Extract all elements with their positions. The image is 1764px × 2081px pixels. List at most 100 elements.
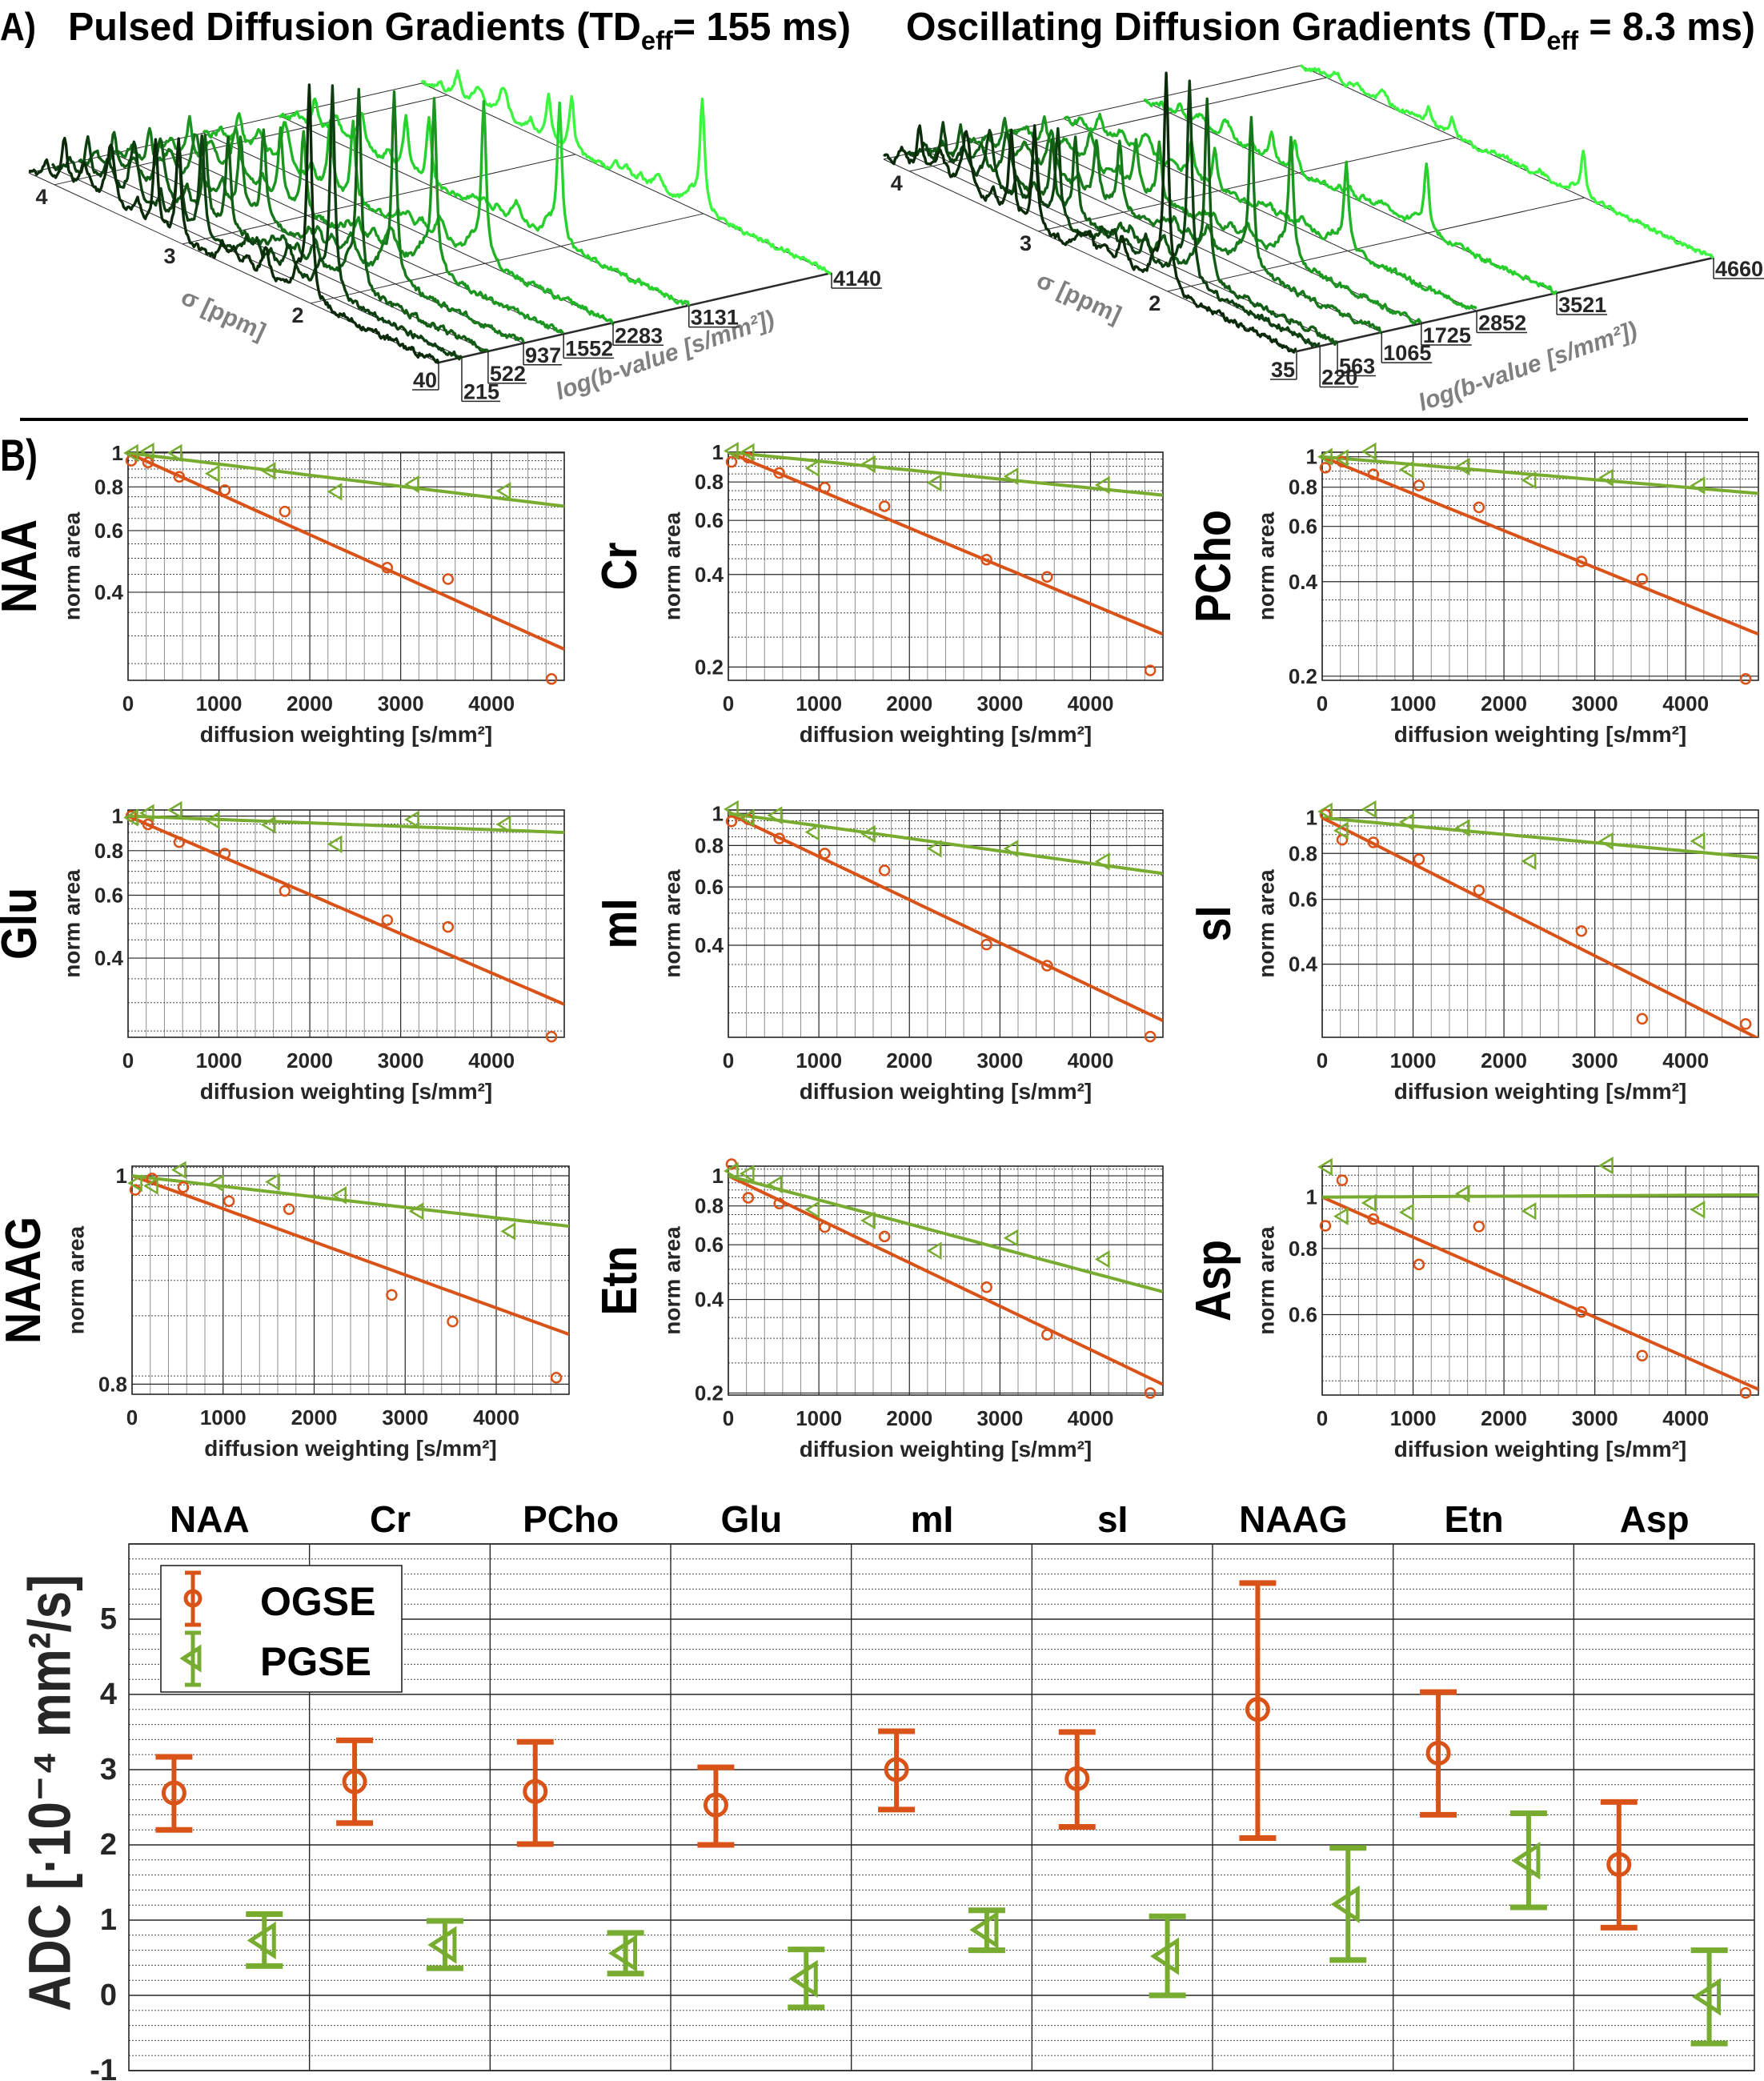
y-axis-label: norm area <box>1254 511 1279 620</box>
x-tick-label: 1000 <box>1390 692 1437 716</box>
x-tick-label: 4000 <box>1662 1049 1709 1073</box>
data-point-pgse <box>1598 468 1614 487</box>
y-tick-label: 1 <box>112 441 123 465</box>
x-tick-label: 1000 <box>200 1405 247 1429</box>
axes-border <box>127 809 565 1038</box>
x-tick-label-wrap: 2000 <box>886 1049 932 1073</box>
metabolite-label-wrap: Cr <box>591 542 647 590</box>
x-tick-label-wrap: 4000 <box>468 1049 515 1073</box>
data-point-pgse <box>260 816 276 834</box>
category-label-wrap: Asp <box>1620 1498 1690 1540</box>
decay-plot-naag: 0 1000 2000 3000 4000 0.8 1 diffusion weighting… <box>0 1161 570 1461</box>
y-tick-label-wrap: 1 <box>1306 1185 1317 1209</box>
x-tick-label-wrap: 4000 <box>468 692 515 716</box>
y-tick-label: -1 <box>90 2054 117 2081</box>
mean-marker-pgse <box>1330 1885 1360 1923</box>
x-axis-label: diffusion weighting [s/mm²] <box>204 1436 497 1461</box>
b-value-axis-line <box>438 271 832 364</box>
category-label: PCho <box>523 1498 619 1540</box>
x-tick-label: 2000 <box>287 692 333 716</box>
data-point-ogse <box>1041 960 1053 972</box>
data-point-ogse <box>819 848 831 860</box>
mean-marker-pgse <box>969 1911 999 1949</box>
fit-line-ogse <box>728 812 1163 1023</box>
y-axis-label: norm area <box>1254 869 1279 978</box>
errorbar-ogse <box>1239 1580 1277 1842</box>
x-tick-label: 1000 <box>196 692 243 716</box>
b-tick-label: 4140 <box>833 267 881 291</box>
metabolite-label: PCho <box>1185 510 1241 623</box>
metabolite-label-wrap: sI <box>1185 905 1241 941</box>
y-tick-label-wrap: 1 <box>712 1164 724 1188</box>
x-tick-label: 2000 <box>886 1406 932 1430</box>
data-point-ogse <box>980 1281 992 1293</box>
x-tick-label: 4000 <box>1068 1406 1114 1430</box>
mean-marker-ogse <box>161 1780 186 1806</box>
x-tick-label-wrap: 3000 <box>378 1049 424 1073</box>
y-tick-label-wrap: 0.4 <box>695 563 724 587</box>
x-tick-label: 3000 <box>382 1405 428 1429</box>
x-axis-label: diffusion weighting [s/mm²] <box>1394 1437 1687 1462</box>
data-point-pgse <box>260 462 276 480</box>
data-point-pgse <box>265 1173 280 1191</box>
fit-line-ogse <box>728 1174 1163 1386</box>
x-tick-label-wrap: 1000 <box>196 1049 243 1073</box>
spectrum-trace-b-215 <box>50 84 463 361</box>
title-tail: = 8.3 ms) <box>1578 6 1755 49</box>
y-tick-label: 0.4 <box>94 946 124 970</box>
floor-gridline-ppm <box>182 154 576 245</box>
decay-plot-glu: 0 1000 2000 3000 4000 0.4 0.6 0.8 1 diffusion wei… <box>0 800 565 1104</box>
y-tick-label-wrap: 5 <box>100 1602 117 1636</box>
floor-gridline-ppm <box>310 213 704 304</box>
x-tick-label: 0 <box>126 1405 138 1429</box>
data-point-ogse <box>819 481 831 494</box>
errorbar-pgse <box>1149 1913 1186 1999</box>
y-tick-label: 0.4 <box>94 580 124 604</box>
category-label: NAAG <box>1239 1498 1347 1540</box>
fit-line-pgse <box>728 812 1163 876</box>
floor-gridline-ppm <box>28 82 423 174</box>
data-point-pgse <box>739 808 755 827</box>
fit-line-pgse <box>132 1174 569 1229</box>
y-tick-label-wrap: 0.6 <box>94 519 123 543</box>
metabolite-label-wrap: Glu <box>0 888 47 960</box>
y-tick-label: 0.8 <box>695 470 724 494</box>
metabolite-label: NAAG <box>0 1217 51 1344</box>
y-tick-label: 0.6 <box>1289 1303 1317 1327</box>
data-point-pgse <box>1361 800 1377 819</box>
data-point-ogse <box>1636 1349 1649 1362</box>
b-tick-label-wrap: 522 <box>490 362 526 386</box>
data-point-ogse <box>980 554 992 566</box>
y-tick-label: 1 <box>1306 1185 1317 1209</box>
data-point-pgse <box>331 1186 347 1205</box>
y-tick-label-wrap: 0.4 <box>94 580 124 604</box>
data-point-ogse <box>1473 1221 1485 1233</box>
x-tick-label-wrap: 0 <box>723 1406 734 1430</box>
legend-label-wrap: PGSE <box>260 1639 371 1684</box>
data-point-pgse <box>739 443 755 462</box>
data-point-ogse <box>173 471 186 483</box>
ppm-tick-label: 4 <box>891 171 903 195</box>
x-axis-label-wrap: diffusion weighting [s/mm²] <box>800 1437 1092 1462</box>
b-tick-label-wrap: 937 <box>525 343 561 367</box>
data-point-ogse <box>177 1181 190 1193</box>
x-tick-label-wrap: 0 <box>1317 692 1328 716</box>
x-tick-label-wrap: 2000 <box>1481 1049 1527 1073</box>
x-tick-label: 4000 <box>473 1405 519 1429</box>
errorbar-ogse <box>697 1764 735 1848</box>
x-tick-label-wrap: 2000 <box>287 692 333 716</box>
x-tick-label-wrap: 4000 <box>1662 692 1709 716</box>
legend-label: PGSE <box>260 1639 371 1684</box>
fit-line-pgse <box>128 452 564 508</box>
spectrum-trace-b-4140 <box>420 69 833 276</box>
x-tick-label: 3000 <box>378 1049 424 1073</box>
x-tick-label-wrap: 1000 <box>1390 1406 1437 1430</box>
data-point-ogse <box>173 836 186 848</box>
data-point-pgse <box>724 1161 739 1181</box>
data-point-ogse <box>1367 836 1380 848</box>
title-main: Oscillating Diffusion Gradients (TD <box>906 6 1546 49</box>
category-label: NAA <box>170 1498 250 1540</box>
x-tick-label-wrap: 0 <box>1317 1049 1328 1073</box>
x-tick-label-wrap: 3000 <box>976 1049 1023 1073</box>
data-point-ogse <box>550 1372 563 1384</box>
